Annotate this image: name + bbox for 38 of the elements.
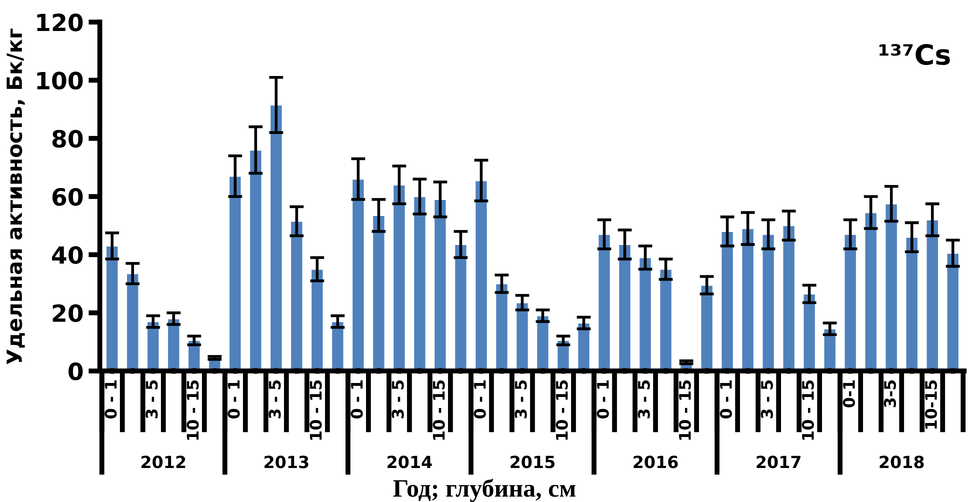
x-tick-label: 0 - 1 [104,380,117,419]
x-tick-label: 0 - 1 [474,380,486,419]
x-tick-label: 3-5 [884,380,896,408]
text: 2016 [634,456,678,468]
x-tick-label: 0 - 1 [596,380,609,419]
x-tick-label: 0-1 [842,380,855,408]
text: 2018 [880,456,924,468]
y-tick-label: 20 [52,304,83,322]
x-tick-label: 10 - 15 [432,380,445,440]
x-axis-title: Год; глубина, см [393,478,576,502]
text: ¹³⁷Cs [879,44,950,66]
text: 2012 [142,456,186,468]
x-tick-label: 3 - 5 [268,380,281,418]
y-tick-label: 0 [68,362,83,380]
x-tick-label: 10 - 15 [678,380,691,440]
x-tick-label: 0 - 1 [228,380,240,419]
x-tick-label: 3 - 5 [514,380,527,418]
x-tick-label: 3 - 5 [760,380,773,418]
y-tick-label: 120 [37,14,83,32]
y-tick-label: 100 [37,72,83,90]
y-tick-label: 60 [52,188,83,206]
text: 2017 [756,456,800,468]
x-tick-label: 10 - 15 [802,380,814,440]
text: 2013 [264,456,308,468]
y-tick-label: 80 [52,130,83,148]
x-tick-label: 3 - 5 [146,380,158,418]
x-tick-label: 10 - 15 [186,380,199,440]
x-tick-label: 10 - 15 [556,380,568,440]
x-tick-label: 10-15 [924,380,938,429]
x-tick-label: 10 - 15 [310,380,322,440]
x-tick-label: 0 - 1 [350,380,363,419]
text: 2014 [388,456,432,468]
y-axis-title: Удельная активность, Бк/кг [6,28,25,364]
text: 2015 [510,456,555,468]
x-tick-label: 0 - 1 [720,380,732,419]
x-tick-label: 3 - 5 [392,380,404,418]
x-tick-label: 3 - 5 [638,380,650,418]
y-tick-label: 40 [52,246,83,264]
